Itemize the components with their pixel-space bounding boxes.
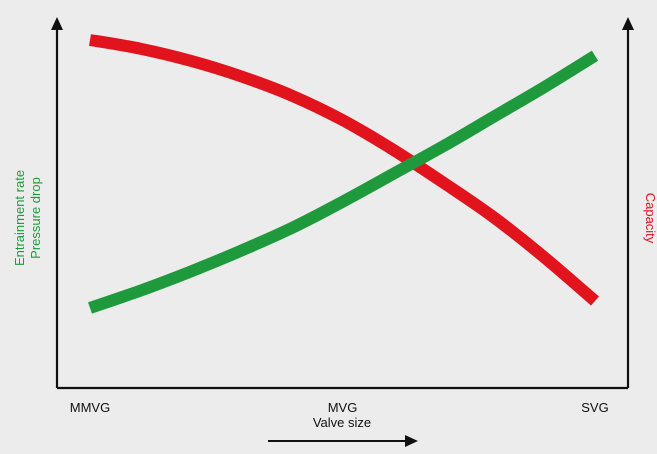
x-tick-labels: MMVG MVG SVG [70,400,609,415]
x-tick-label: MMVG [70,400,110,415]
x-axis-title: Valve size [313,415,371,430]
right-y-axis-arrow-icon [622,17,634,30]
direction-arrowhead-icon [405,435,418,447]
left-y-axis-arrow-icon [51,17,63,30]
capacity-series-line [89,34,599,306]
left-y-axis-title-line1: Entrainment rate [12,170,27,266]
series-layer [88,34,599,314]
left-y-axis-title-line2: Pressure drop [28,177,43,259]
x-tick-label: MVG [328,400,358,415]
entrainment-series-line [88,50,599,314]
right-y-axis-title: Capacity [643,193,657,244]
x-tick-label: SVG [581,400,608,415]
